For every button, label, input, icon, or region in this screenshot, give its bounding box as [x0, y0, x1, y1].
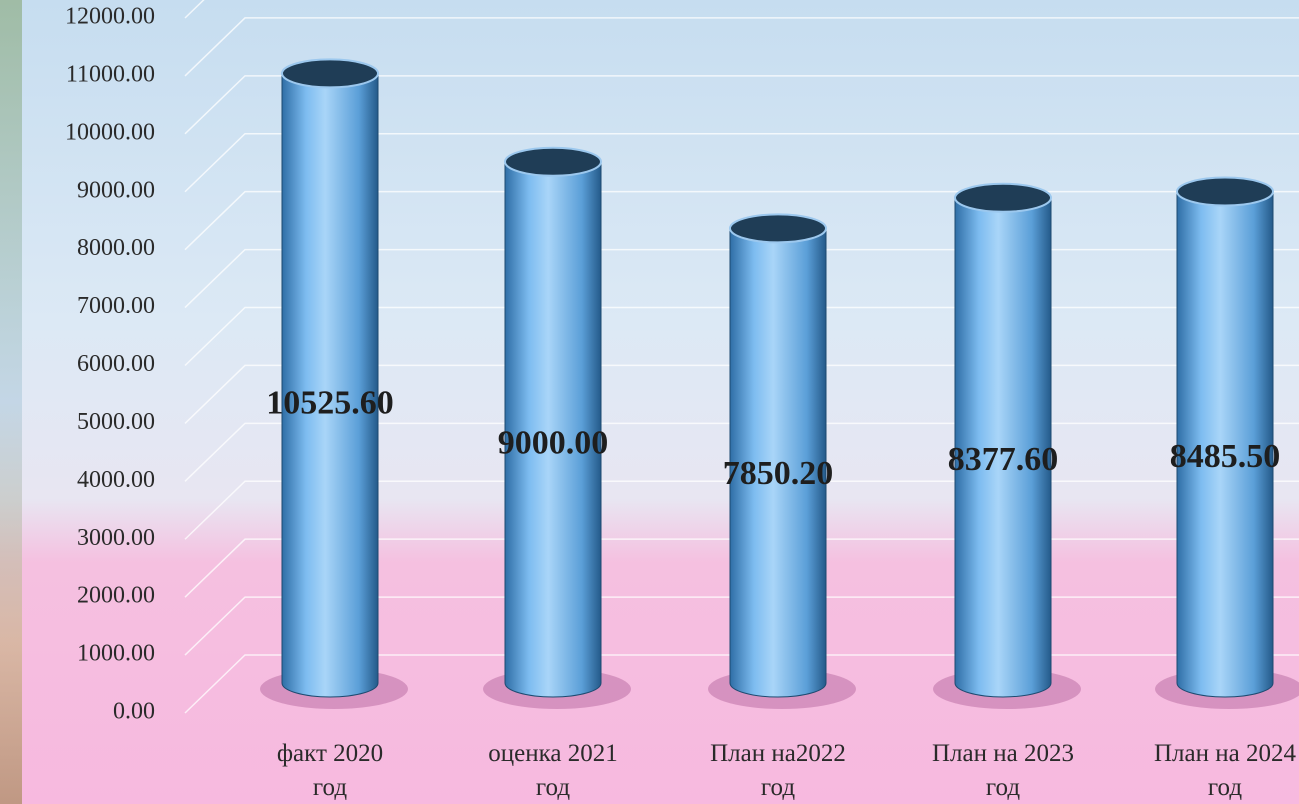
grid-line: [184, 654, 1299, 714]
y-tick-label: 4000.00: [77, 467, 155, 493]
y-tick-label: 0.00: [113, 699, 155, 725]
y-tick-label: 5000.00: [77, 409, 155, 435]
grid-line: [184, 17, 1299, 77]
y-tick-label: 9000.00: [77, 177, 155, 203]
value-label: 7850.20: [723, 455, 834, 492]
x-tick-label: План на2022 год: [710, 740, 846, 801]
grid-line: [184, 364, 1299, 424]
value-label: 9000.00: [498, 425, 609, 462]
value-label: 10525.60: [266, 384, 394, 421]
grid-line: [184, 190, 1299, 251]
y-tick-label: 7000.00: [77, 293, 155, 319]
bar-top: [1176, 176, 1274, 207]
bar: [281, 72, 379, 698]
bar-top: [954, 182, 1052, 213]
bar: [729, 227, 827, 698]
y-tick-label: 2000.00: [77, 583, 155, 609]
grid-line: [184, 538, 1299, 598]
grid-line: [184, 306, 1299, 367]
bar-top: [729, 213, 827, 244]
decoration: [0, 0, 22, 804]
y-tick-label: 8000.00: [77, 235, 155, 261]
value-label: 8485.50: [1170, 438, 1281, 475]
y-tick-label: 11000.00: [66, 61, 155, 87]
y-tick-label: 10000.00: [65, 119, 155, 145]
grid-line: [184, 596, 1299, 656]
grid-line: [184, 248, 1299, 309]
grid-line: [184, 75, 1299, 135]
x-tick-label: План на 2023 год: [932, 740, 1074, 801]
bar-top: [504, 146, 602, 177]
bar: [1176, 191, 1274, 698]
grid-line: [184, 422, 1299, 482]
bar: [954, 197, 1052, 698]
bar-top: [281, 58, 379, 89]
value-label: 8377.60: [948, 441, 1059, 478]
y-tick-label: 1000.00: [77, 641, 155, 667]
y-tick-label: 3000.00: [77, 525, 155, 551]
bar: [504, 161, 602, 698]
x-tick-label: План на 2024 год: [1154, 740, 1296, 801]
x-tick-label: оценка 2021 год: [488, 740, 617, 801]
x-tick-label: факт 2020 год: [277, 740, 383, 801]
y-tick-label: 12000.00: [65, 4, 155, 30]
grid-line: [184, 480, 1299, 540]
grid-line: [184, 133, 1299, 193]
y-tick-label: 6000.00: [77, 351, 155, 377]
